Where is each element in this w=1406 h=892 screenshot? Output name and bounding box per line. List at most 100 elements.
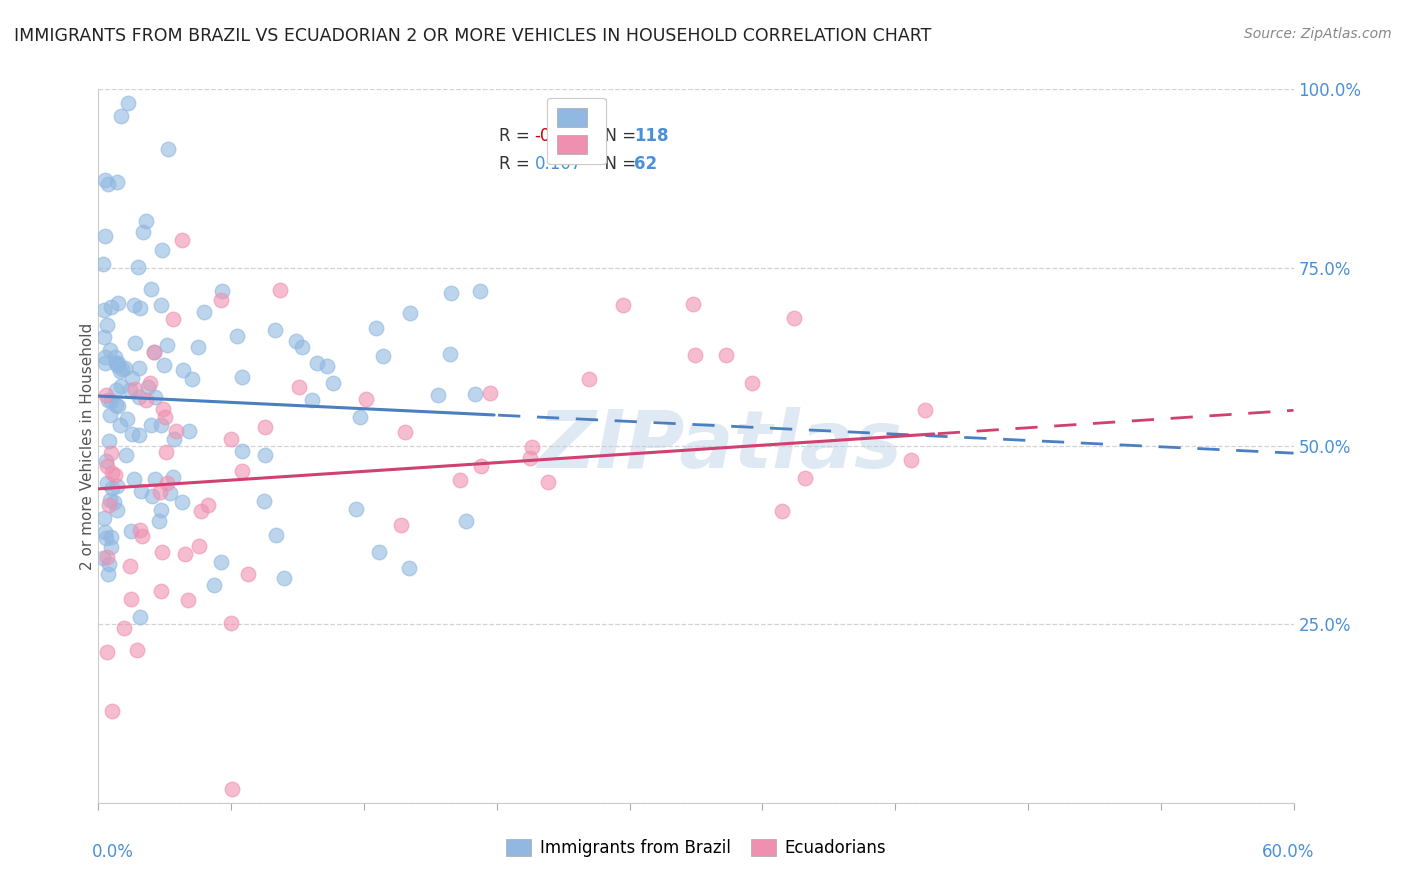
Point xyxy=(105,383,128,397)
Point xyxy=(231,370,253,384)
Point xyxy=(96,388,118,402)
Point xyxy=(170,494,193,508)
Point xyxy=(193,305,215,319)
Point xyxy=(162,470,184,484)
Point xyxy=(94,229,117,244)
Point xyxy=(157,142,180,156)
Text: N =: N = xyxy=(595,127,641,145)
Point xyxy=(479,386,502,401)
Point xyxy=(269,284,291,298)
Point xyxy=(105,398,128,412)
Point xyxy=(100,393,122,408)
Point xyxy=(900,453,922,467)
Point xyxy=(153,410,176,425)
Point xyxy=(914,403,936,417)
Point xyxy=(394,425,416,439)
Point xyxy=(219,433,242,447)
Point xyxy=(238,566,260,581)
Point xyxy=(454,514,477,528)
Point xyxy=(344,502,367,516)
Point xyxy=(120,524,142,538)
Point xyxy=(770,504,793,518)
Point xyxy=(273,571,295,585)
Point xyxy=(264,322,287,336)
Point xyxy=(225,328,247,343)
Point xyxy=(131,529,153,543)
Point xyxy=(301,392,323,407)
Text: Source: ZipAtlas.com: Source: ZipAtlas.com xyxy=(1244,27,1392,41)
Point xyxy=(783,310,806,325)
Point xyxy=(174,547,197,561)
Point xyxy=(349,409,371,424)
Point xyxy=(165,424,187,438)
Point xyxy=(399,306,422,320)
Point xyxy=(398,561,420,575)
Point xyxy=(120,591,142,606)
Point xyxy=(100,343,122,358)
Point xyxy=(150,243,173,257)
Point xyxy=(172,233,194,247)
Point xyxy=(464,387,486,401)
Point xyxy=(159,486,181,500)
Point xyxy=(162,312,184,326)
Point xyxy=(94,173,117,187)
Point xyxy=(449,473,471,487)
Point xyxy=(97,566,120,581)
Point xyxy=(209,555,232,569)
Point xyxy=(427,388,450,402)
Point xyxy=(122,298,145,312)
Point xyxy=(96,645,118,659)
Point xyxy=(152,401,174,416)
Text: IMMIGRANTS FROM BRAZIL VS ECUADORIAN 2 OR MORE VEHICLES IN HOUSEHOLD CORRELATION: IMMIGRANTS FROM BRAZIL VS ECUADORIAN 2 O… xyxy=(14,27,931,45)
Point xyxy=(578,372,600,386)
Point xyxy=(93,510,115,524)
Point xyxy=(148,514,170,528)
Point xyxy=(124,335,146,350)
Point xyxy=(128,391,150,405)
Point xyxy=(612,298,634,312)
Point xyxy=(682,297,704,311)
Point xyxy=(105,175,128,189)
Point xyxy=(356,392,378,407)
Point xyxy=(121,427,143,442)
Point xyxy=(470,458,492,473)
Point xyxy=(124,383,146,397)
Point xyxy=(94,351,117,365)
Point xyxy=(468,284,491,298)
Point xyxy=(97,177,120,191)
Point xyxy=(128,301,150,315)
Point xyxy=(537,475,560,490)
Point xyxy=(155,445,177,459)
Point xyxy=(190,504,212,518)
Point xyxy=(94,525,117,540)
Point xyxy=(143,345,166,359)
Point xyxy=(108,363,131,377)
Point xyxy=(254,448,277,462)
Point xyxy=(264,528,287,542)
Point xyxy=(231,464,253,478)
Point xyxy=(100,541,122,555)
Text: 0.0%: 0.0% xyxy=(91,843,134,861)
Point xyxy=(94,531,117,545)
Point xyxy=(150,503,173,517)
Point xyxy=(103,495,125,509)
Point xyxy=(101,481,124,495)
Point xyxy=(97,499,120,513)
Point xyxy=(141,418,163,433)
Point xyxy=(143,472,166,486)
Point xyxy=(127,642,149,657)
Point xyxy=(114,360,136,375)
Point xyxy=(121,370,143,384)
Point xyxy=(285,334,308,349)
Point xyxy=(136,380,159,394)
Point xyxy=(135,393,157,408)
Point xyxy=(162,432,184,446)
Point xyxy=(107,399,129,413)
Point xyxy=(100,530,122,544)
Point xyxy=(440,285,463,300)
Point xyxy=(132,225,155,239)
Point xyxy=(364,320,387,334)
Legend: , : , xyxy=(547,97,606,164)
Point xyxy=(128,361,150,376)
Point xyxy=(149,484,172,499)
